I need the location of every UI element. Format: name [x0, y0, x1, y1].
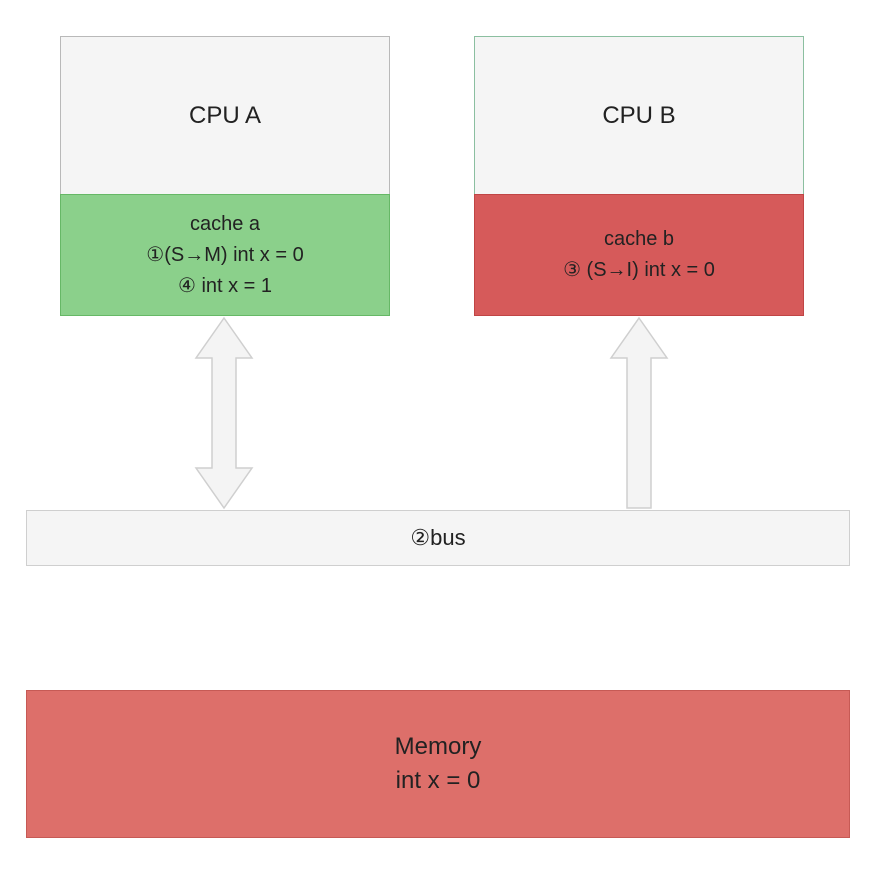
cpu-b-label: CPU B [475, 37, 803, 195]
arrow-double-path [196, 318, 252, 508]
memory-title: Memory [395, 733, 482, 761]
arrow-up-path [611, 318, 667, 508]
cache-b-title: cache b [604, 228, 674, 251]
cpu-a-label: CPU A [61, 37, 389, 195]
arrow-up-icon [607, 316, 671, 510]
bus-label: ②bus [410, 525, 465, 551]
cache-b-block: cache b ③ (S→I) int x = 0 [474, 194, 804, 316]
cache-b-line1: ③ (S→I) int x = 0 [563, 257, 715, 282]
cache-a-line1: ①(S→M) int x = 0 [146, 242, 303, 267]
memory-block: Memory int x = 0 [26, 690, 850, 838]
cache-a-block: cache a ①(S→M) int x = 0 ④ int x = 1 [60, 194, 390, 316]
cache-a-title: cache a [190, 213, 260, 236]
memory-line1: int x = 0 [396, 767, 481, 795]
arrow-double-icon [192, 316, 256, 510]
bus-block: ②bus [26, 510, 850, 566]
cache-a-line2: ④ int x = 1 [178, 273, 272, 298]
